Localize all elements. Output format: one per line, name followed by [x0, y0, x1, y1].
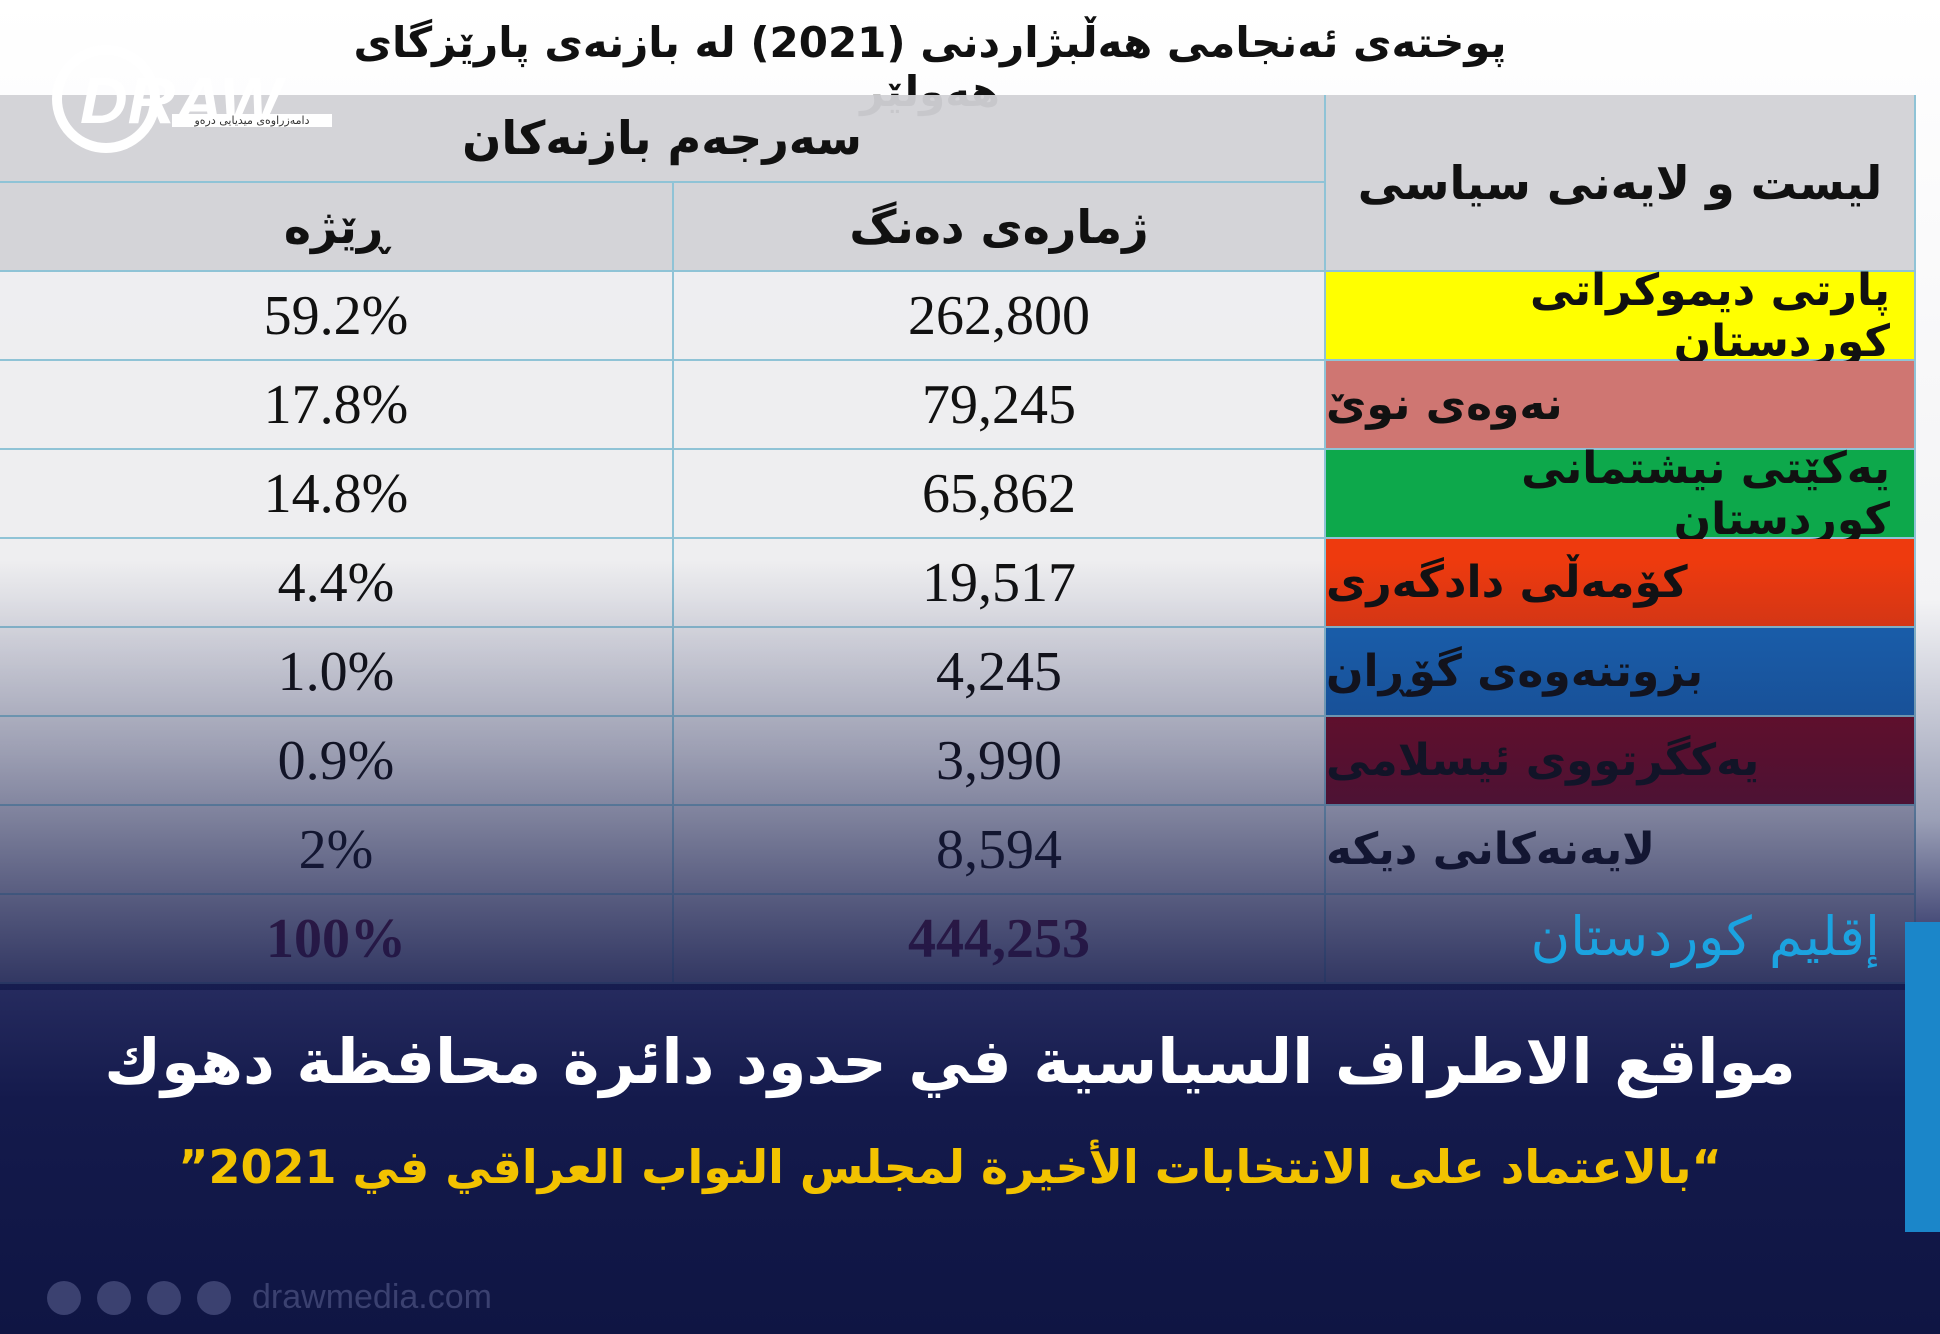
party-cell: کۆمەڵی دادگەری — [1326, 539, 1916, 628]
votes-cell: 3,990 — [674, 717, 1326, 806]
share-cell: 1.0% — [0, 628, 674, 717]
votes-cell: 8,594 — [674, 806, 1326, 895]
logo-tagline: دامەزراوەی میدیایی درەو — [172, 114, 332, 127]
votes-cell: 79,245 — [674, 361, 1326, 450]
logo-ring — [52, 45, 160, 153]
column-header: ڕێژە — [0, 183, 674, 272]
total-votes: 444,253 — [674, 895, 1326, 984]
votes-cell: 4,245 — [674, 628, 1326, 717]
share-cell: 17.8% — [0, 361, 674, 450]
share-cell: 4.4% — [0, 539, 674, 628]
share-cell: 2% — [0, 806, 674, 895]
page-title: پوختەی ئەنجامی هەڵبژاردنی (2021) لە بازن… — [353, 18, 1507, 116]
social-icons — [47, 1281, 231, 1315]
region-label: إقليم كوردستان — [1530, 905, 1880, 968]
column-header: ژمارەی دەنگ — [674, 183, 1326, 272]
party-cell: یەکێتی نیشتمانی کوردستان — [1326, 443, 1916, 545]
share-cell: 0.9% — [0, 717, 674, 806]
accent-bar — [1905, 922, 1940, 1232]
votes-cell: 19,517 — [674, 539, 1326, 628]
share-cell: 59.2% — [0, 272, 674, 361]
total-share: 100% — [0, 895, 674, 984]
caption-title: مواقع الاطراف السياسية في حدود دائرة محا… — [104, 1025, 1796, 1098]
website: drawmedia.com — [252, 1278, 492, 1316]
party-cell: لایەنەکانی دیکە — [1326, 806, 1916, 895]
party-cell: پارتی دیموکراتی کوردستان — [1326, 265, 1916, 367]
caption-subtitle: “بالاعتماد على الانتخابات الأخيرة لمجلس … — [178, 1140, 1722, 1194]
votes-cell: 262,800 — [674, 272, 1326, 361]
party-cell: یەکگرتووی ئیسلامی — [1326, 717, 1916, 806]
party-cell: نەوەی نوێ — [1326, 361, 1916, 450]
party-cell: بزوتنەوەی گۆڕان — [1326, 628, 1916, 717]
column-header: لیست و لایەنی سیاسی — [1326, 95, 1916, 272]
group-header: سەرجەم بازنەکان — [0, 95, 1326, 183]
results-table: سەرجەم بازنەکان ڕێژە ژمارەی دەنگ لیست و لای… — [0, 95, 1916, 986]
votes-cell: 65,862 — [674, 450, 1326, 539]
share-cell: 14.8% — [0, 450, 674, 539]
